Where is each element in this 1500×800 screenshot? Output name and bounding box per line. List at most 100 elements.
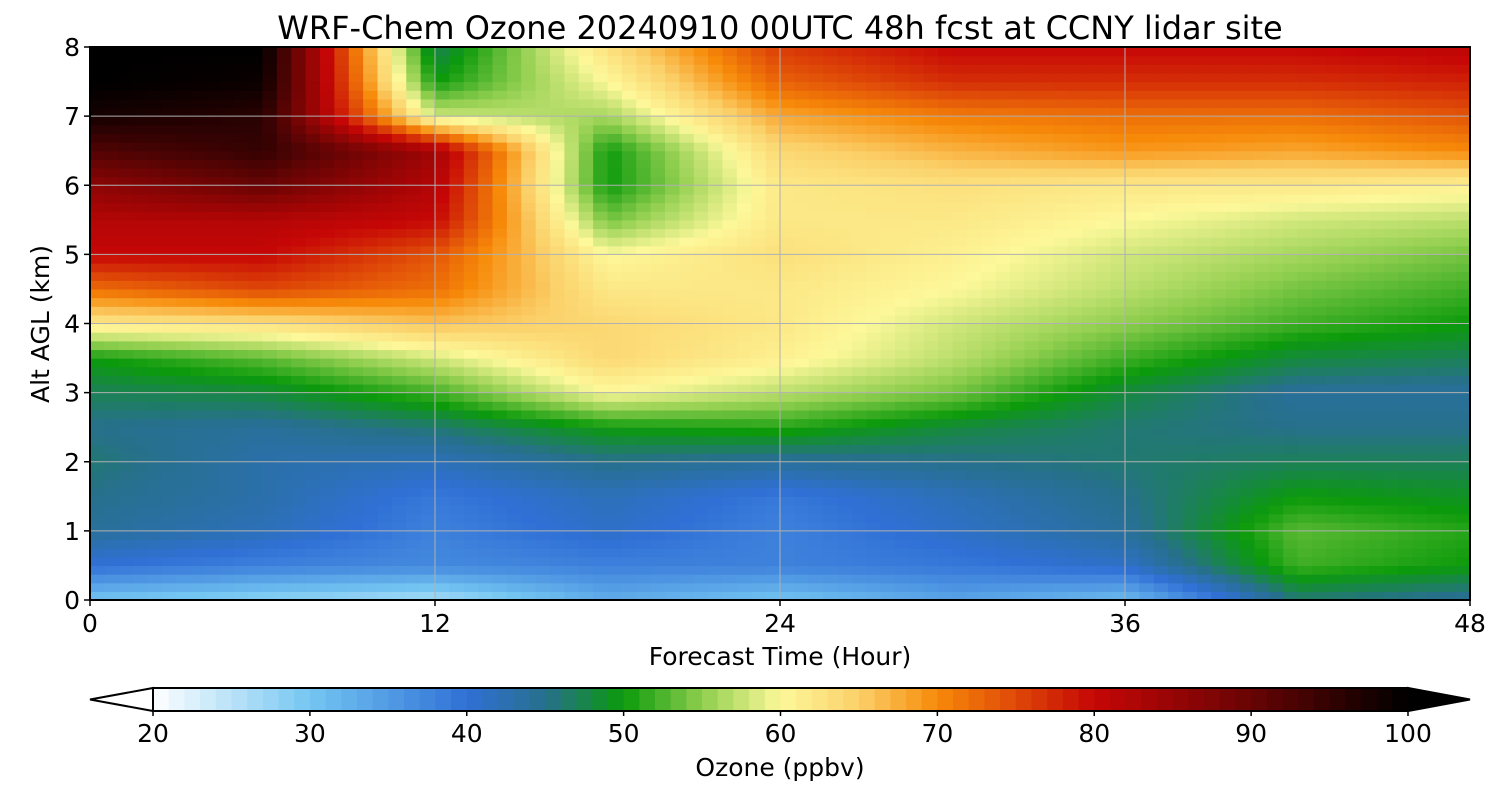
heat-cell xyxy=(736,539,752,549)
heat-cell xyxy=(981,487,997,497)
heat-cell xyxy=(636,167,652,178)
heat-cell xyxy=(1268,574,1284,584)
heat-cell xyxy=(636,530,652,541)
heat-cell xyxy=(104,591,120,600)
heat-cell xyxy=(1081,444,1097,454)
heat-cell xyxy=(1225,211,1241,221)
heat-cell xyxy=(1024,392,1040,402)
heat-cell xyxy=(952,314,968,325)
heat-cell xyxy=(535,591,551,600)
heat-cell xyxy=(593,323,609,333)
heat-cell xyxy=(1369,435,1385,446)
heat-cell xyxy=(363,297,379,307)
heat-cell xyxy=(161,150,177,160)
heat-cell xyxy=(248,565,264,575)
heat-cell xyxy=(449,444,465,454)
heat-cell xyxy=(478,435,494,446)
heat-cell xyxy=(406,530,422,541)
heat-cell xyxy=(837,228,853,238)
heat-cell xyxy=(377,487,393,497)
heat-cell xyxy=(1096,530,1112,541)
heat-cell xyxy=(550,470,565,480)
heat-cell xyxy=(90,427,105,437)
heat-cell xyxy=(377,185,393,195)
heat-cell xyxy=(550,176,565,186)
heat-cell xyxy=(190,548,206,558)
heat-cell xyxy=(320,358,335,368)
heat-cell xyxy=(478,237,494,247)
heat-cell xyxy=(1383,427,1399,437)
heat-cell xyxy=(636,211,652,221)
heat-cell xyxy=(463,366,479,376)
heat-cell xyxy=(1398,271,1414,281)
heat-cell xyxy=(1153,582,1169,592)
heat-cell xyxy=(1010,219,1025,230)
heat-cell xyxy=(966,591,982,600)
heat-cell xyxy=(1225,297,1241,307)
heat-cell xyxy=(665,427,680,437)
heat-cell xyxy=(1268,504,1284,515)
heat-cell xyxy=(219,453,235,463)
heat-cell xyxy=(1412,409,1428,420)
heat-cell xyxy=(765,332,781,342)
heat-cell xyxy=(550,254,565,264)
heat-cell xyxy=(1024,202,1040,212)
heat-cell xyxy=(808,167,824,178)
heat-cell xyxy=(1326,504,1342,515)
heat-cell xyxy=(751,366,767,376)
heat-cell xyxy=(751,228,767,238)
heat-cell xyxy=(650,237,666,247)
heat-cell xyxy=(1168,556,1184,567)
heat-cell xyxy=(535,280,551,290)
heat-cell xyxy=(564,565,580,575)
heat-cell xyxy=(133,427,149,437)
heat-cell xyxy=(693,461,709,471)
heat-cell xyxy=(176,150,192,160)
heat-cell xyxy=(219,539,235,549)
heat-cell xyxy=(736,228,752,238)
heat-cell xyxy=(938,392,954,402)
heat-cell xyxy=(923,591,939,600)
heat-cell xyxy=(621,444,637,454)
heat-cell xyxy=(722,418,738,428)
heat-cell xyxy=(650,202,666,212)
heat-cell xyxy=(1096,574,1112,584)
heat-cell xyxy=(1311,202,1327,212)
heat-cell xyxy=(377,435,393,446)
heat-cell xyxy=(1383,470,1399,480)
heat-cell xyxy=(1125,340,1140,351)
heat-cell xyxy=(966,349,982,359)
heat-cell xyxy=(708,479,724,489)
heat-cell xyxy=(1010,254,1025,264)
heat-cell xyxy=(1196,254,1212,264)
heat-cell xyxy=(736,366,752,376)
heat-cell xyxy=(276,582,292,592)
heat-cell xyxy=(147,349,163,359)
heat-cell xyxy=(521,306,537,316)
heat-cell xyxy=(176,193,192,204)
heat-cell xyxy=(823,245,839,255)
heat-cell xyxy=(1168,167,1184,178)
heat-cell xyxy=(320,366,335,376)
heat-cell xyxy=(1311,150,1327,160)
heat-cell xyxy=(1383,271,1399,281)
heat-cell xyxy=(866,176,882,186)
heat-cell xyxy=(938,297,954,307)
heat-cell xyxy=(1297,254,1313,264)
heat-cell xyxy=(679,323,695,333)
heat-cell xyxy=(1096,340,1112,351)
heat-cell xyxy=(420,185,436,195)
heat-cell xyxy=(794,228,810,238)
heat-cell xyxy=(449,349,465,359)
heat-cell xyxy=(406,306,422,316)
heat-cell xyxy=(578,479,594,489)
heat-cell xyxy=(1340,461,1356,471)
heat-cell xyxy=(1412,245,1428,255)
heat-cell xyxy=(118,453,134,463)
heat-cell xyxy=(736,427,752,437)
heat-cell xyxy=(391,297,407,307)
heat-cell xyxy=(1383,167,1399,178)
heat-cell xyxy=(133,504,149,515)
heat-cell xyxy=(176,522,192,532)
heat-cell xyxy=(1038,193,1054,204)
